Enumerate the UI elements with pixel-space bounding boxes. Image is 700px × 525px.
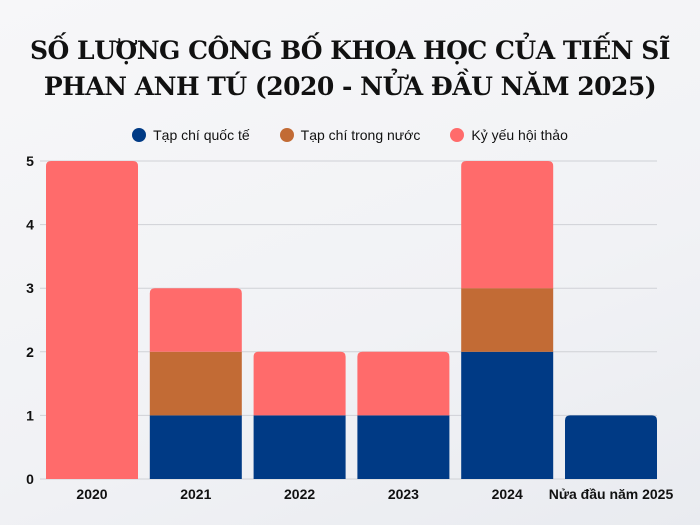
legend-label: Kỷ yếu hội thảo [471,127,568,143]
x-tick-label: 2021 [180,486,211,502]
legend-swatch [132,128,147,142]
y-tick-label: 0 [26,471,34,487]
chart-title: SỐ LƯỢNG CÔNG BỐ KHOA HỌC CỦA TIẾN SĨ PH… [0,33,700,105]
bar-segment [46,161,138,479]
bar-segment [565,415,657,479]
chart-legend: Tạp chí quốc tế Tạp chí trong nước Kỷ yế… [0,127,700,143]
bar-segment [357,351,450,416]
y-tick-label: 5 [26,153,34,169]
y-tick-label: 1 [26,407,34,423]
legend-swatch [450,128,465,142]
x-tick-label: 2022 [284,486,315,502]
y-tick-label: 3 [26,280,34,296]
x-tick-label: 2023 [388,486,419,502]
x-tick-label: Nửa đầu năm 2025 [549,486,674,502]
legend-label: Tạp chí trong nước [300,127,421,143]
legend-label: Tạp chí quốc tế [153,127,250,143]
y-tick-label: 4 [26,217,34,233]
bar-segment [253,351,346,416]
bar-segment [149,415,242,479]
legend-item-proceedings: Kỷ yếu hội thảo [450,127,568,143]
bar-segment [461,351,554,479]
y-tick-label: 2 [26,344,34,360]
bar-segment [461,161,554,289]
x-tick-label: 2024 [492,486,523,502]
x-tick-label: 2020 [76,486,107,502]
legend-swatch [279,128,294,142]
legend-item-domestic: Tạp chí trong nước [279,127,421,143]
bar-segment [357,415,450,479]
bar-segment [149,351,242,416]
chart-title-line-2: PHAN ANH TÚ (2020 - NỬA ĐẦU NĂM 2025) [43,72,657,101]
bar-segment [253,415,346,479]
bar-segment [461,288,554,352]
bar-segment [149,288,242,352]
chart-title-line-1: SỐ LƯỢNG CÔNG BỐ KHOA HỌC CỦA TIẾN SĨ [30,36,670,65]
legend-item-international: Tạp chí quốc tế [132,127,250,143]
